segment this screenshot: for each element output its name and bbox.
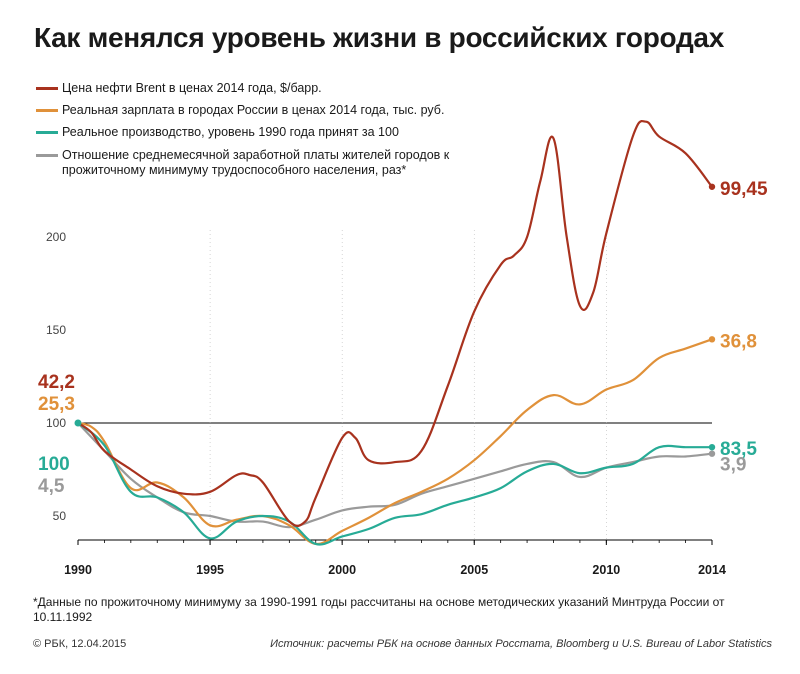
chart-title: Как менялся уровень жизни в российских г… bbox=[34, 22, 724, 53]
salary-to-minimum-ratio-line bbox=[76, 421, 714, 529]
real-salary-line bbox=[76, 338, 714, 546]
salary-to-minimum-ratio-line-end-point bbox=[708, 450, 716, 457]
x-tick-label-2014: 2014 bbox=[698, 563, 726, 577]
real-salary-line-start-label: 25,3 bbox=[38, 394, 75, 415]
real-salary-line-end-label: 36,8 bbox=[720, 331, 757, 352]
production-line-start-label: 100 bbox=[38, 454, 70, 475]
legend-label-ratio: Отношение среднемесячной заработной плат… bbox=[62, 148, 450, 177]
legend-swatch-salary bbox=[36, 109, 58, 112]
production-line bbox=[76, 421, 714, 546]
x-tick-label-2010: 2010 bbox=[592, 563, 620, 577]
y-tick-label-150: 150 bbox=[46, 323, 66, 337]
oil-price-line-start-label: 42,2 bbox=[38, 372, 75, 393]
legend-swatch-oil bbox=[36, 87, 58, 90]
production-line-end-label: 83,5 bbox=[720, 439, 757, 460]
y-tick-label-50: 50 bbox=[53, 509, 67, 523]
oil-price-line bbox=[76, 119, 714, 527]
legend-swatch-ratio bbox=[36, 154, 58, 157]
legend-label-salary: Реальная зарплата в городах России в цен… bbox=[62, 103, 445, 117]
salary-to-minimum-ratio-line-start-label: 4,5 bbox=[38, 476, 65, 497]
x-tick-label-1990: 1990 bbox=[64, 563, 92, 577]
credit: © РБК, 12.04.2015 bbox=[33, 638, 127, 650]
footnote: *Данные по прожиточному минимуму за 1990… bbox=[33, 595, 725, 624]
x-tick-label-2000: 2000 bbox=[328, 563, 356, 577]
legend-swatch-production bbox=[36, 131, 58, 134]
x-tick-label-2005: 2005 bbox=[460, 563, 488, 577]
source-note: Источник: расчеты РБК на основе данных Р… bbox=[270, 638, 772, 650]
production-line-end-point bbox=[708, 443, 716, 451]
legend-label-oil: Цена нефти Brent в ценах 2014 года, $/ба… bbox=[62, 81, 322, 95]
legend-label-production: Реальное производство, уровень 1990 года… bbox=[62, 125, 399, 139]
y-tick-label-200: 200 bbox=[46, 230, 66, 244]
salary-to-minimum-ratio-line-end-label: 3,9 bbox=[720, 455, 746, 476]
y-tick-label-100: 100 bbox=[46, 416, 66, 430]
oil-price-line-end-point bbox=[708, 183, 716, 190]
oil-price-line-end-label: 99,45 bbox=[720, 179, 768, 200]
start-point-1990 bbox=[74, 419, 82, 427]
x-tick-label-1995: 1995 bbox=[196, 563, 224, 577]
real-salary-line-end-point bbox=[708, 336, 716, 343]
